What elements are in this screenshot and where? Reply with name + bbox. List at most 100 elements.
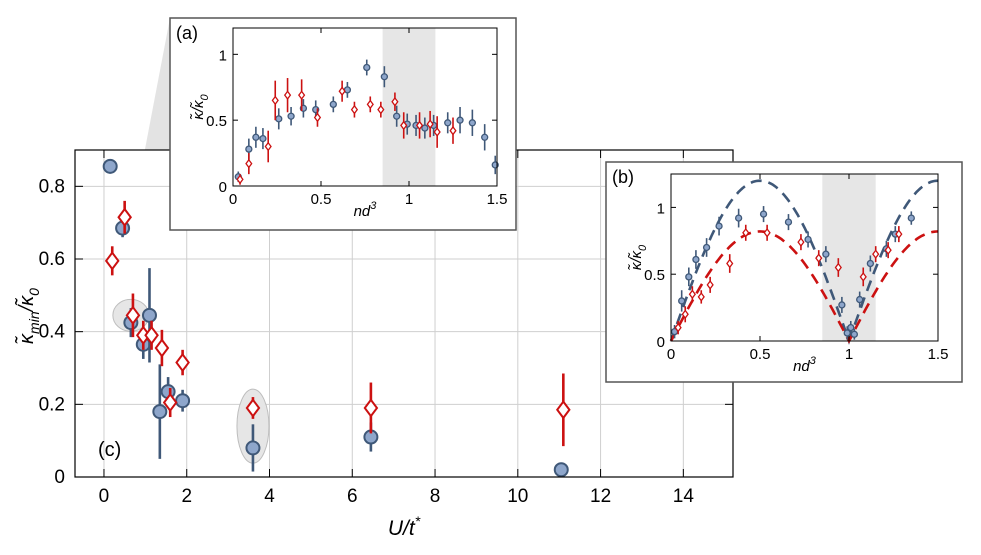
x-tick-label-1: 0.5 bbox=[750, 346, 771, 363]
diamonds-point-0 bbox=[674, 322, 682, 333]
diamonds-point-1 bbox=[245, 158, 253, 169]
inset-b-curve-red-dashed bbox=[669, 230, 939, 344]
inset-a-frame bbox=[169, 17, 517, 231]
x-tick-label-2: 1 bbox=[405, 191, 413, 208]
x-tick-label-3: 6 bbox=[347, 486, 358, 507]
circles-point-4 bbox=[702, 243, 711, 252]
diamonds-point-12 bbox=[872, 249, 880, 259]
y-tick-label-3: 0.6 bbox=[39, 249, 65, 270]
diamonds-point-8 bbox=[797, 237, 805, 247]
circles-point-20 bbox=[481, 133, 489, 141]
diamonds-point-5 bbox=[298, 90, 306, 100]
y-tick-label-4: 0.8 bbox=[39, 176, 65, 197]
diamonds-series bbox=[236, 78, 457, 185]
circles-point-9 bbox=[804, 235, 812, 244]
circles-point-3 bbox=[692, 255, 700, 264]
circles-point-16 bbox=[866, 259, 875, 268]
diamonds-point-0 bbox=[236, 174, 244, 185]
circles-point-17 bbox=[444, 119, 452, 127]
main-y-axis-label: κ̃min/κ̃0 bbox=[14, 288, 42, 344]
diamonds-point-2 bbox=[264, 141, 272, 152]
inset-b-shaded-region bbox=[822, 174, 876, 341]
inset-a-plot-frame bbox=[232, 27, 498, 187]
circles-point-4 bbox=[141, 307, 157, 323]
diamonds-point-3 bbox=[271, 95, 279, 106]
x-tick-label-7: 14 bbox=[673, 486, 695, 507]
diamonds-point-10 bbox=[377, 104, 385, 115]
y-tick-label-2: 0.4 bbox=[39, 322, 66, 343]
diamonds-point-8 bbox=[350, 104, 359, 115]
diamonds-point-5 bbox=[154, 338, 170, 358]
diamonds-point-1 bbox=[117, 207, 133, 228]
diamonds-point-9 bbox=[363, 398, 379, 418]
diamonds-point-12 bbox=[400, 120, 408, 131]
y-tick-label-2: 1 bbox=[657, 200, 665, 217]
circles-point-5 bbox=[715, 222, 723, 230]
inset-a-panel-label: (a) bbox=[176, 23, 198, 43]
circles-point-11 bbox=[380, 73, 389, 81]
circles-point-2 bbox=[252, 133, 260, 141]
inset-b-plot-frame bbox=[670, 173, 939, 342]
diamonds-point-0 bbox=[104, 251, 120, 271]
circles-point-9 bbox=[343, 86, 352, 94]
y-tick-label-2: 1 bbox=[219, 47, 227, 64]
x-tick-label-2: 1 bbox=[845, 346, 853, 363]
diamonds-point-14 bbox=[895, 229, 903, 239]
circles-point-5 bbox=[152, 404, 168, 420]
circles-point-5 bbox=[287, 112, 295, 120]
diamonds-point-14 bbox=[426, 119, 434, 129]
y-tick-label-0: 0 bbox=[657, 334, 665, 351]
diamonds-point-13 bbox=[415, 120, 424, 131]
y-tick-label-0: 0 bbox=[54, 467, 65, 488]
diamonds-point-5 bbox=[726, 258, 734, 269]
diamonds-point-2 bbox=[688, 289, 696, 300]
circles-point-2 bbox=[685, 273, 693, 281]
circles-point-10 bbox=[363, 63, 371, 72]
diamonds-point-9 bbox=[366, 99, 374, 110]
diamonds-point-16 bbox=[449, 125, 457, 136]
circles-point-1 bbox=[678, 297, 686, 305]
inset-a-shaded-region bbox=[382, 28, 436, 186]
circles-point-3 bbox=[259, 134, 267, 143]
diamonds-point-2 bbox=[125, 305, 141, 326]
diamonds-point-11 bbox=[859, 272, 867, 282]
circles-point-8 bbox=[245, 440, 261, 456]
y-tick-label-1: 0.2 bbox=[39, 394, 65, 415]
y-tick-label-1: 0.5 bbox=[206, 113, 227, 130]
y-tick-label-0: 0 bbox=[219, 179, 227, 196]
diamonds-point-4 bbox=[283, 90, 292, 100]
diamonds-point-10 bbox=[834, 262, 842, 273]
y-tick-label-1: 0.5 bbox=[644, 267, 665, 284]
circles-point-6 bbox=[734, 214, 743, 222]
x-tick-label-4: 8 bbox=[430, 486, 441, 507]
diamonds-point-11 bbox=[391, 96, 399, 107]
circles-point-19 bbox=[468, 119, 477, 127]
diamonds-point-7 bbox=[175, 352, 190, 373]
circles-point-1 bbox=[245, 145, 253, 153]
circles-point-18 bbox=[456, 116, 464, 124]
x-tick-label-6: 12 bbox=[590, 486, 611, 507]
diamonds-point-1 bbox=[681, 309, 689, 320]
diamonds-point-6 bbox=[742, 227, 750, 238]
circles-point-14 bbox=[850, 330, 858, 338]
circles-point-13 bbox=[847, 323, 855, 332]
inset-b-panel-label: (b) bbox=[612, 167, 634, 187]
diamonds-point-7 bbox=[338, 86, 346, 97]
diamonds-series bbox=[674, 224, 903, 335]
diamonds-point-4 bbox=[706, 280, 714, 290]
circles-point-10 bbox=[822, 250, 830, 258]
x-tick-label-3: 1.5 bbox=[928, 346, 949, 363]
diamonds-point-7 bbox=[763, 227, 771, 238]
diamonds-point-6 bbox=[162, 392, 178, 413]
x-tick-label-0: 0 bbox=[99, 486, 110, 507]
diamonds-point-13 bbox=[884, 245, 892, 255]
circles-point-8 bbox=[784, 218, 793, 226]
x-tick-label-0: 0 bbox=[667, 346, 675, 363]
circles-series bbox=[670, 206, 915, 340]
circles-point-4 bbox=[275, 115, 283, 123]
circles-point-11 bbox=[838, 301, 846, 309]
inset-b-curve-blue-dashed bbox=[669, 179, 939, 345]
